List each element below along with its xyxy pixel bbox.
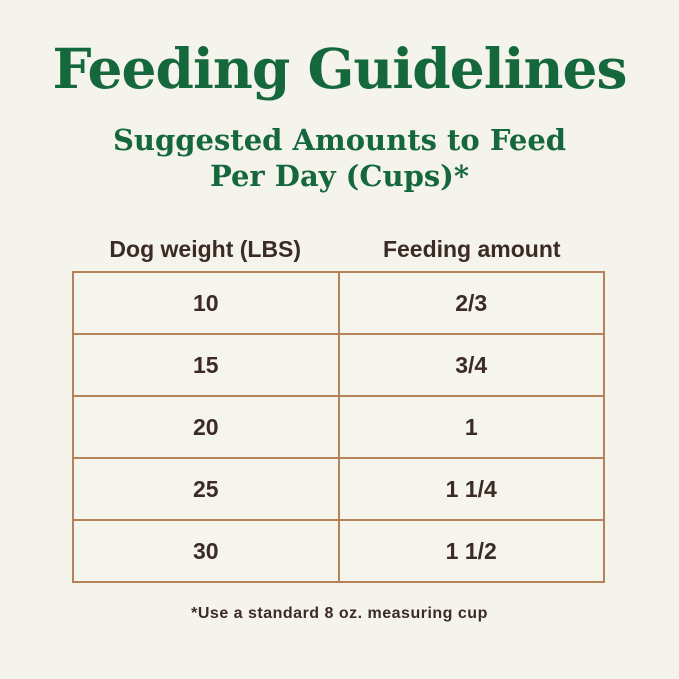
table-row: 10 2/3	[72, 271, 605, 335]
table-cell-amount: 1 1/4	[337, 457, 605, 521]
table-cell-weight: 15	[72, 333, 340, 397]
page-title: Feeding Guidelines	[52, 36, 627, 101]
column-header-feeding-amount: Feeding amount	[382, 236, 561, 262]
subtitle-line-2: Per Day (Cups)*	[209, 159, 470, 193]
table-cell-weight: 20	[72, 395, 340, 459]
table-row: 30 1 1/2	[72, 519, 605, 583]
table-cell-amount: 1 1/2	[337, 519, 605, 583]
table-column-headers: Dog weight (LBS) Feeding amount	[72, 236, 605, 263]
table-row: 15 3/4	[72, 333, 605, 397]
subtitle-line-1: Suggested Amounts to Feed	[112, 123, 567, 157]
table-row: 25 1 1/4	[72, 457, 605, 521]
table-cell-amount: 1	[337, 395, 605, 459]
table-cell-amount: 2/3	[337, 271, 605, 335]
table-cell-weight: 25	[72, 457, 340, 521]
table-row: 20 1	[72, 395, 605, 459]
table-cell-weight: 30	[72, 519, 340, 583]
table-cell-amount: 3/4	[337, 333, 605, 397]
feeding-table: 10 2/3 15 3/4 20 1 25 1 1/4 30 1 1/2	[72, 271, 605, 583]
column-header-dog-weight: Dog weight (LBS)	[109, 236, 302, 262]
measuring-cup-footnote: *Use a standard 8 oz. measuring cup	[191, 605, 488, 622]
table-cell-weight: 10	[72, 271, 340, 335]
page-subtitle: Suggested Amounts to Feed Per Day (Cups)…	[0, 122, 679, 194]
